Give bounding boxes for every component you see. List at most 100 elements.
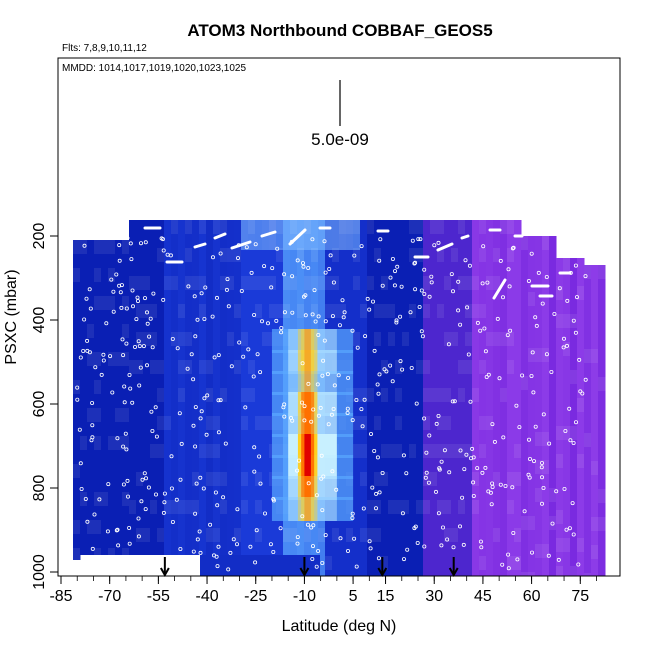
sample-point bbox=[306, 265, 311, 270]
heatmap-cell bbox=[556, 510, 564, 524]
sample-point bbox=[495, 316, 500, 321]
heatmap-cell bbox=[458, 220, 466, 234]
x-tick-label: 75 bbox=[571, 588, 589, 605]
heatmap-cell bbox=[542, 544, 550, 558]
heatmap-cell bbox=[563, 538, 571, 552]
sample-point bbox=[492, 439, 497, 444]
heatmap-cell bbox=[213, 220, 221, 576]
plume-cell bbox=[297, 329, 318, 353]
sample-point bbox=[274, 318, 279, 323]
heatmap-cell bbox=[94, 268, 102, 282]
heatmap-cell bbox=[353, 276, 361, 290]
heatmap-cell bbox=[479, 304, 487, 318]
heatmap-cell bbox=[549, 516, 557, 530]
sample-point bbox=[125, 478, 130, 483]
sample-point bbox=[562, 336, 567, 341]
sample-point bbox=[439, 543, 444, 548]
heatmap-cell bbox=[577, 454, 585, 468]
heatmap-cell bbox=[283, 528, 291, 542]
heatmap-cell bbox=[556, 258, 564, 576]
sample-point bbox=[142, 471, 147, 476]
sample-point bbox=[416, 237, 421, 242]
sample-point bbox=[78, 461, 83, 466]
sample-point bbox=[140, 477, 145, 482]
plume-cell bbox=[304, 413, 311, 437]
sample-point bbox=[573, 330, 578, 335]
sample-point bbox=[478, 328, 483, 333]
scale-label: 5.0e-09 bbox=[311, 130, 369, 149]
sample-point bbox=[210, 314, 215, 319]
sample-point bbox=[367, 307, 372, 312]
heatmap-cell bbox=[472, 304, 480, 318]
sample-point bbox=[198, 475, 203, 480]
sample-point bbox=[562, 486, 567, 491]
x-tick-label: 60 bbox=[523, 588, 541, 605]
heatmap-cell bbox=[416, 248, 424, 262]
heatmap-cell bbox=[423, 304, 431, 318]
sample-point bbox=[370, 299, 375, 304]
heatmap-cell bbox=[360, 472, 368, 486]
heatmap-cell bbox=[430, 220, 438, 576]
heatmap-cell bbox=[255, 500, 263, 514]
heatmap-cell bbox=[528, 236, 536, 576]
heatmap-cell bbox=[115, 436, 123, 450]
sample-point bbox=[475, 466, 480, 471]
sample-point bbox=[128, 241, 133, 246]
heatmap-cell bbox=[234, 360, 242, 374]
sample-point bbox=[316, 549, 321, 554]
sample-point bbox=[262, 264, 267, 269]
sample-point bbox=[117, 258, 122, 263]
heatmap-cell bbox=[395, 500, 403, 514]
plume-cell bbox=[271, 371, 354, 395]
heatmap-cell bbox=[514, 528, 522, 542]
heatmap-cell bbox=[577, 398, 585, 412]
x-tick-label: -10 bbox=[293, 588, 316, 605]
sample-point bbox=[422, 291, 427, 296]
heatmap-cell bbox=[241, 276, 249, 290]
heatmap-cell bbox=[444, 276, 452, 290]
heatmap-cell bbox=[122, 324, 130, 338]
sample-point bbox=[530, 350, 535, 355]
sample-point bbox=[254, 528, 259, 533]
sample-point bbox=[554, 489, 559, 494]
sample-point bbox=[427, 294, 432, 299]
heatmap-cell bbox=[591, 517, 599, 531]
sample-point bbox=[580, 391, 585, 396]
heatmap-cell bbox=[262, 220, 270, 576]
heatmap-cell bbox=[220, 276, 228, 290]
sample-point bbox=[378, 237, 383, 242]
flight-track bbox=[288, 228, 307, 246]
sample-point bbox=[331, 280, 336, 285]
heatmap-cell bbox=[199, 220, 207, 555]
sample-point bbox=[226, 567, 231, 572]
sample-point bbox=[82, 243, 87, 248]
sample-point bbox=[83, 496, 88, 501]
x-tick-label: -25 bbox=[244, 588, 267, 605]
heatmap-cell bbox=[332, 248, 340, 262]
heatmap-cell bbox=[108, 548, 116, 562]
heatmap-cell bbox=[472, 388, 480, 402]
heatmap-cell bbox=[535, 236, 543, 576]
sample-point bbox=[302, 404, 307, 409]
sample-point bbox=[413, 260, 418, 265]
sample-point bbox=[75, 397, 80, 402]
heatmap-cell bbox=[367, 276, 375, 290]
heatmap-cell bbox=[528, 348, 536, 362]
sample-point bbox=[213, 490, 218, 495]
heatmap-cell bbox=[521, 236, 529, 250]
heatmap-cell bbox=[479, 416, 487, 430]
heatmap-cell bbox=[129, 220, 137, 555]
sample-point bbox=[93, 365, 98, 370]
heatmap-cell bbox=[339, 220, 347, 234]
heatmap-cell bbox=[87, 520, 95, 534]
heatmap-cell bbox=[262, 416, 270, 430]
heatmap-cell bbox=[318, 528, 326, 542]
heatmap-cell bbox=[311, 304, 319, 318]
sample-point bbox=[432, 243, 437, 248]
heatmap-cell bbox=[444, 416, 452, 430]
sample-point bbox=[141, 344, 146, 349]
sample-point bbox=[226, 304, 231, 309]
sample-point bbox=[121, 564, 126, 569]
sample-point bbox=[160, 237, 165, 242]
heatmap-cell bbox=[563, 342, 571, 356]
